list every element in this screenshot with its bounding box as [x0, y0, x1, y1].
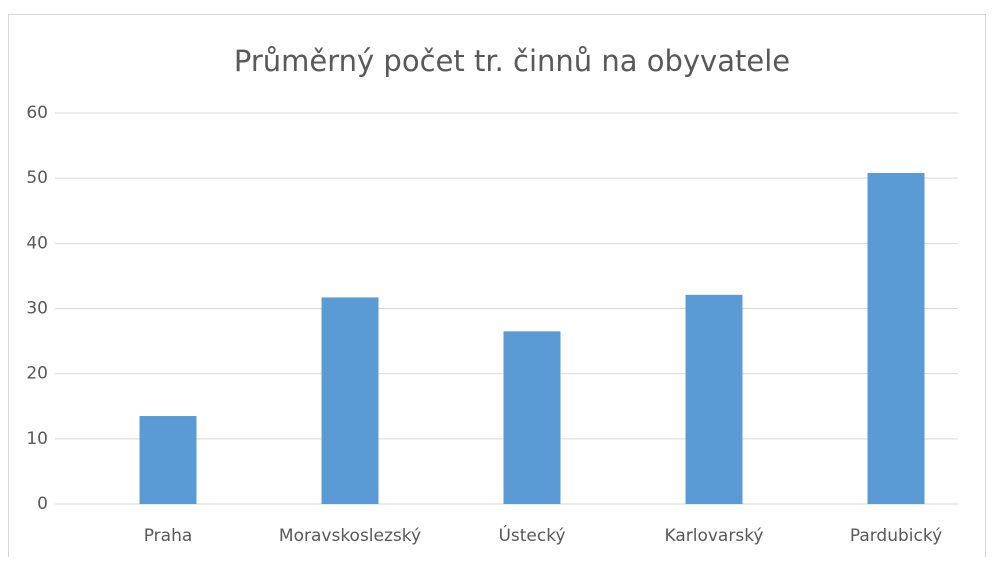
- y-tick-label: 60: [26, 103, 48, 123]
- chart-title: Průměrný počet tr. činnů na obyvatele: [234, 44, 790, 78]
- x-tick-label: Moravskoslezský: [279, 526, 421, 546]
- bar: [321, 297, 379, 504]
- y-tick-label: 50: [26, 168, 48, 188]
- x-tick-label: Praha: [144, 526, 193, 546]
- x-tick-label: Pardubický: [850, 526, 942, 546]
- x-tick-label: Ústecký: [498, 524, 565, 546]
- y-tick-label: 30: [26, 299, 48, 319]
- y-tick-label: 40: [26, 233, 48, 253]
- bar: [867, 172, 925, 504]
- bar: [139, 416, 197, 504]
- bar: [685, 294, 743, 504]
- y-tick-label: 20: [26, 364, 48, 384]
- y-tick-label: 10: [26, 429, 48, 449]
- bar: [503, 331, 561, 504]
- x-tick-label: Karlovarský: [664, 526, 763, 546]
- y-tick-label: 0: [37, 494, 48, 514]
